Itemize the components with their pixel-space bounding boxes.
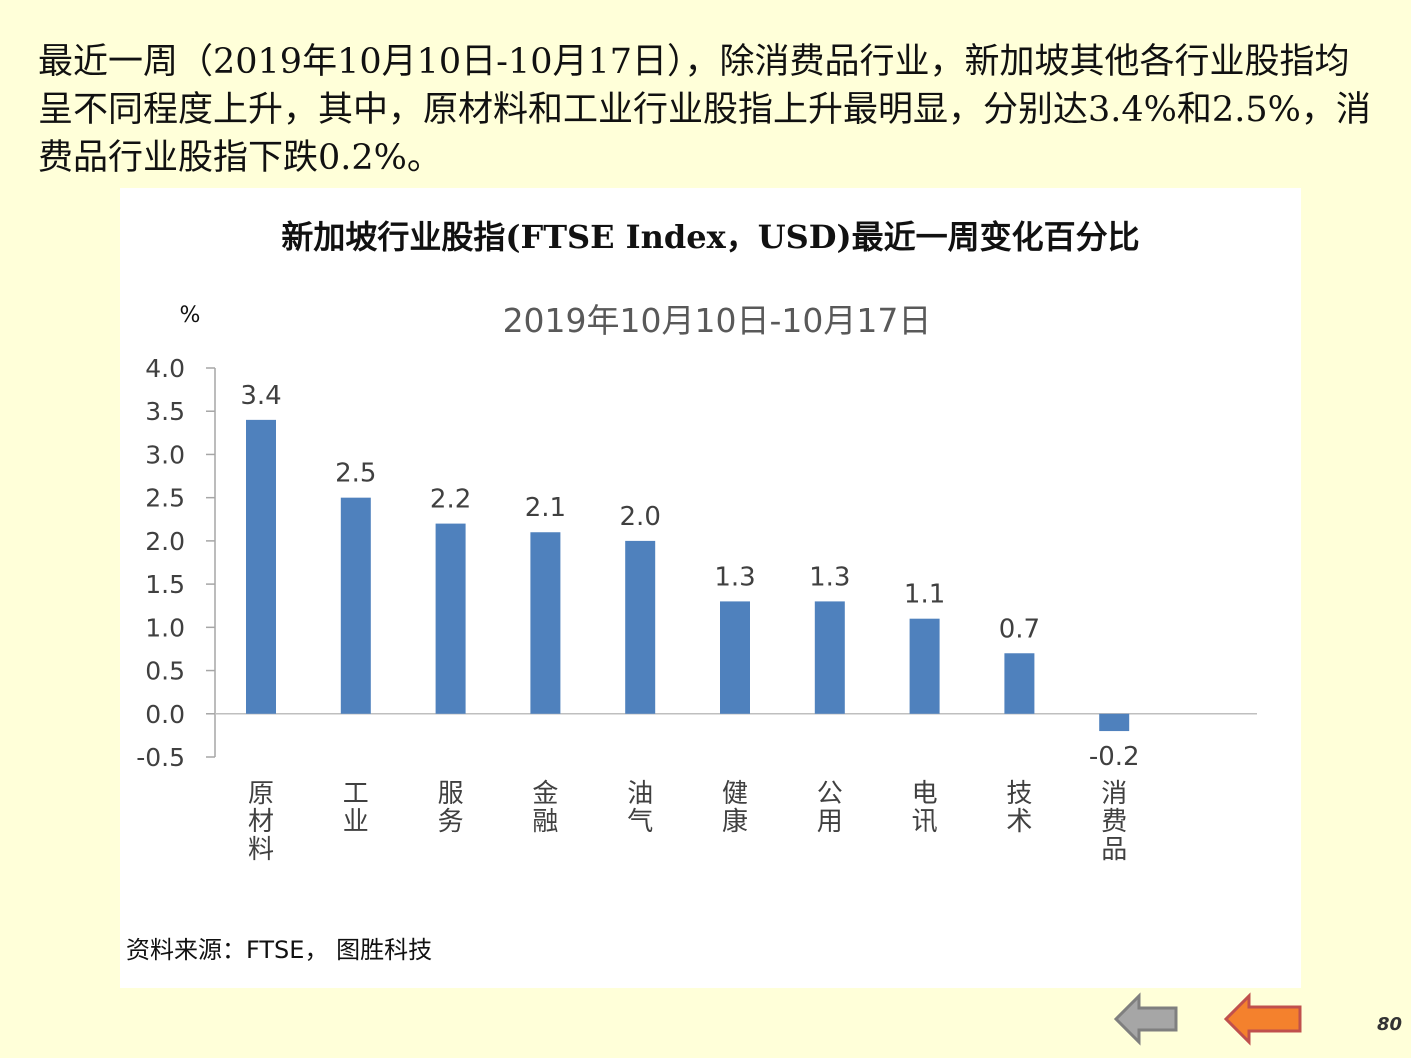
- data-label: 1.3: [809, 562, 850, 592]
- y-tick-label: 3.5: [145, 397, 185, 426]
- page-number: 80: [1376, 1014, 1402, 1035]
- y-axis-label: %: [180, 303, 201, 328]
- category-label: 服务: [438, 779, 464, 837]
- y-tick-label: 2.0: [145, 527, 185, 556]
- y-tick-label: 2.5: [145, 484, 185, 513]
- y-tick-label: -0.5: [136, 743, 185, 772]
- category-label: 金融: [532, 779, 558, 837]
- bar: [625, 540, 656, 714]
- bar-chart: 2019年10月10日-10月17日% 4.0 3.5 3.0 2.5 2.0 1.5 1.0…: [136, 301, 1257, 865]
- y-tick-label: 4.0: [145, 354, 185, 383]
- chart-subtitle: 2019年10月10日-10月17日: [503, 301, 932, 340]
- bar: [246, 419, 276, 714]
- data-label: 1.3: [714, 562, 755, 592]
- bar: [1099, 713, 1130, 732]
- category-label: 工业: [343, 779, 369, 837]
- data-label: 2.0: [620, 502, 661, 532]
- data-label: 3.4: [240, 381, 281, 411]
- intro-paragraph: 最近一周（2019年10月10日-10月17日），除消费品行业，新加坡其他各行业…: [38, 42, 1371, 178]
- y-tick-label: 0.0: [145, 700, 185, 729]
- bar: [435, 523, 466, 714]
- bar: [530, 532, 561, 714]
- category-label: 健康: [722, 779, 748, 837]
- category-label: 电讯: [912, 779, 938, 837]
- category-label: 公用: [817, 779, 843, 837]
- category-label: 原材料: [248, 779, 274, 865]
- bar: [814, 601, 845, 714]
- bar: [340, 497, 371, 714]
- bar: [1004, 653, 1035, 714]
- bar: [720, 601, 750, 714]
- bar: [909, 618, 940, 714]
- category-label: 消费品: [1101, 779, 1127, 865]
- category-label: 油气: [627, 779, 653, 837]
- next-arrow-icon[interactable]: [1222, 990, 1306, 1048]
- category-label: 技术: [1006, 779, 1032, 837]
- y-tick-label: 0.5: [145, 657, 185, 686]
- data-label: -0.2: [1089, 742, 1140, 772]
- y-tick-label: 3.0: [145, 440, 185, 469]
- y-tick-label: 1.0: [145, 613, 185, 642]
- data-label: 2.1: [525, 493, 566, 523]
- source-note: 资料来源：FTSE， 图胜科技: [126, 936, 433, 964]
- y-tick-label: 1.5: [145, 570, 185, 599]
- data-label: 1.1: [904, 580, 945, 610]
- data-label: 2.5: [335, 459, 376, 489]
- previous-arrow-icon[interactable]: [1112, 990, 1182, 1048]
- data-label: 2.2: [430, 485, 471, 515]
- chart-title: 新加坡行业股指(FTSE Index，USD)最近一周变化百分比: [281, 218, 1140, 256]
- chart-panel: 新加坡行业股指(FTSE Index，USD)最近一周变化百分比 2019年10…: [120, 188, 1301, 988]
- data-label: 0.7: [999, 614, 1040, 644]
